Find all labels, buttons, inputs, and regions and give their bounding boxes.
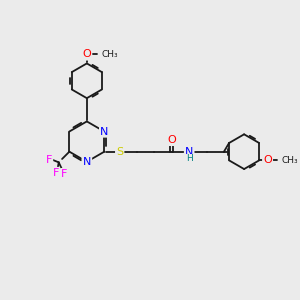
Text: F: F bbox=[46, 154, 52, 164]
Text: H: H bbox=[186, 154, 193, 164]
Text: S: S bbox=[116, 147, 123, 157]
Text: N: N bbox=[100, 127, 109, 136]
Text: N: N bbox=[185, 147, 194, 157]
Text: F: F bbox=[53, 168, 59, 178]
Text: CH₃: CH₃ bbox=[101, 50, 118, 59]
Text: F: F bbox=[61, 169, 68, 179]
Text: CH₃: CH₃ bbox=[281, 156, 298, 165]
Text: O: O bbox=[167, 135, 176, 145]
Text: N: N bbox=[82, 157, 91, 167]
Text: O: O bbox=[263, 155, 272, 165]
Text: O: O bbox=[82, 50, 91, 59]
